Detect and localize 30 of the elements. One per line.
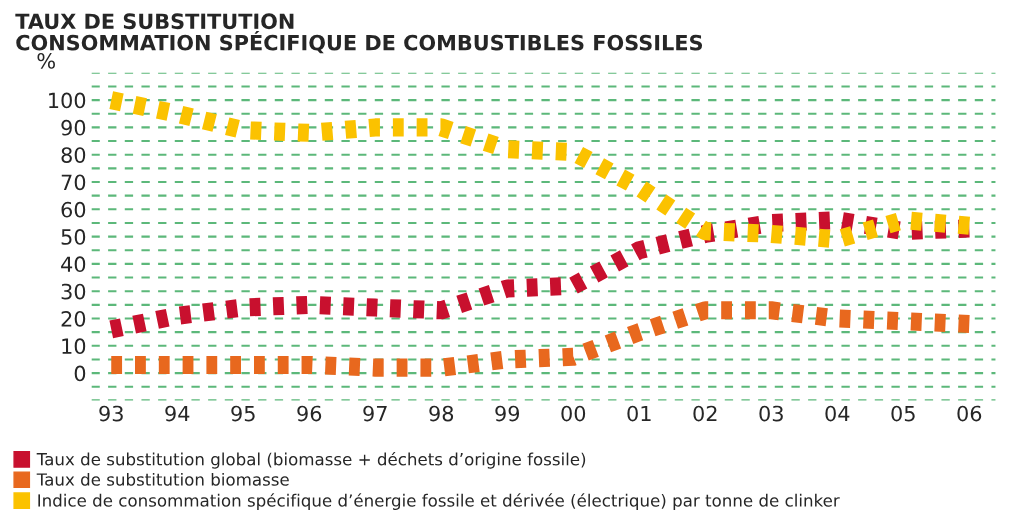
- x-tick-label: 98: [429, 405, 454, 422]
- y-tick-label: 80: [61, 147, 86, 163]
- x-tick-label: 02: [693, 405, 717, 422]
- x-tick-label: 06: [957, 405, 982, 422]
- y-tick-label: 90: [61, 119, 86, 136]
- y-tick-label: 10: [62, 338, 86, 355]
- legend-label: Taux de substitution biomasse: [36, 472, 289, 486]
- x-tick-label: 03: [759, 405, 783, 422]
- legend-label: Taux de substitution global (biomasse + déchets d’origine fossile): [36, 451, 586, 469]
- x-tick-label: 95: [231, 405, 255, 422]
- x-tick-label: 01: [627, 405, 651, 422]
- x-tick-label: 05: [891, 405, 915, 422]
- legend-label: Indice de consommation spécifique d’énergie fossile et dérivée (électrique) par tonne de clinker: [38, 493, 840, 510]
- y-tick-label: 20: [61, 310, 86, 327]
- y-tick-label: 60: [61, 201, 86, 218]
- y-tick-label: 40: [61, 256, 86, 273]
- chart-title: TAUX DE SUBSTITUTION CONSOMMATION SPÉCIFIQUE DE COMBUSTIBLES FOSSILES: [15, 13, 703, 54]
- x-tick-label: 97: [363, 405, 387, 422]
- y-axis-title: %: [37, 53, 55, 69]
- y-tick-label: 50: [61, 229, 86, 245]
- y-tick-label: 70: [61, 174, 86, 191]
- y-tick-label: 30: [61, 283, 86, 300]
- y-tick-label: 0: [74, 365, 86, 382]
- x-tick-label: 94: [165, 405, 190, 422]
- x-tick-label: 93: [99, 405, 123, 422]
- x-tick-label: 04: [825, 405, 850, 422]
- y-tick-label: 100: [49, 92, 86, 109]
- x-tick-label: 00: [561, 405, 586, 422]
- x-tick-label: 96: [297, 405, 322, 422]
- x-tick-label: 99: [495, 405, 520, 422]
